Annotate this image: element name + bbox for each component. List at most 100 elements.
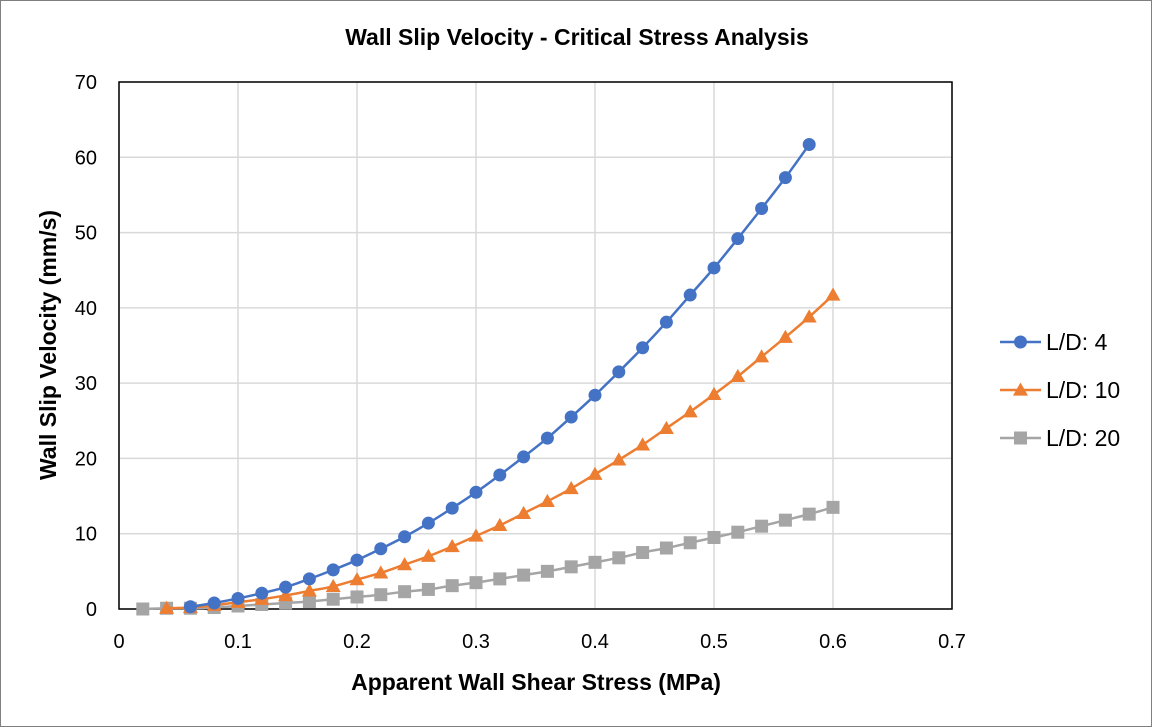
data-point bbox=[563, 481, 579, 495]
data-point bbox=[683, 288, 697, 302]
legend-marker bbox=[1014, 431, 1027, 445]
data-point bbox=[255, 586, 269, 600]
y-tick-label: 40 bbox=[75, 298, 97, 320]
data-point bbox=[612, 551, 626, 565]
legend-item-2: L/D: 20 bbox=[1000, 425, 1120, 451]
data-point bbox=[801, 309, 817, 323]
data-point bbox=[540, 564, 554, 578]
x-tick-label: 0 bbox=[113, 631, 124, 653]
x-tick-label: 0.1 bbox=[224, 631, 252, 653]
data-point bbox=[444, 539, 460, 553]
data-point bbox=[374, 588, 388, 602]
data-point bbox=[706, 386, 722, 401]
data-point bbox=[755, 201, 769, 215]
data-point bbox=[492, 517, 508, 532]
data-point bbox=[659, 541, 673, 555]
y-tick-label: 10 bbox=[75, 524, 97, 546]
data-point bbox=[516, 505, 532, 520]
y-tick-label: 70 bbox=[75, 72, 97, 94]
data-point bbox=[539, 493, 555, 507]
data-point bbox=[326, 592, 340, 606]
data-point bbox=[350, 553, 364, 567]
data-point bbox=[517, 568, 531, 582]
data-point bbox=[493, 468, 507, 482]
legend-label: L/D: 4 bbox=[1046, 329, 1108, 355]
data-point bbox=[802, 137, 816, 151]
legend: L/D: 4 L/D: 10 L/D: 20 bbox=[1000, 329, 1120, 451]
data-point bbox=[302, 594, 316, 608]
legend-label: L/D: 10 bbox=[1046, 377, 1120, 403]
data-point bbox=[350, 590, 364, 604]
y-axis-ticks: 0 10 20 30 40 50 60 70 bbox=[75, 72, 97, 621]
data-point bbox=[468, 528, 484, 542]
data-point bbox=[658, 420, 674, 434]
data-point bbox=[301, 583, 317, 597]
data-point bbox=[302, 572, 316, 586]
x-axis-ticks: 0 0.1 0.2 0.3 0.4 0.5 0.6 0.7 bbox=[113, 631, 965, 653]
y-axis-title: Wall Slip Velocity (mm/s) bbox=[35, 210, 61, 480]
legend-item-1: L/D: 10 bbox=[1000, 377, 1120, 403]
data-point bbox=[778, 513, 792, 527]
data-point bbox=[588, 555, 602, 569]
grid-layer bbox=[118, 81, 953, 610]
data-point bbox=[420, 548, 436, 562]
y-tick-label: 60 bbox=[75, 147, 97, 169]
data-point bbox=[136, 602, 150, 616]
y-tick-label: 20 bbox=[75, 448, 97, 470]
data-point bbox=[398, 585, 412, 599]
x-tick-label: 0.5 bbox=[700, 631, 728, 653]
legend-marker bbox=[1013, 382, 1028, 396]
data-point bbox=[636, 546, 650, 560]
chart-title: Wall Slip Velocity - Critical Stress Ana… bbox=[345, 24, 809, 50]
data-point bbox=[564, 410, 578, 424]
data-point bbox=[231, 591, 245, 605]
data-point bbox=[611, 452, 627, 466]
data-point bbox=[517, 450, 531, 464]
data-point bbox=[730, 368, 746, 382]
data-point bbox=[374, 542, 388, 556]
data-point bbox=[325, 578, 341, 593]
data-point bbox=[778, 171, 792, 185]
data-point bbox=[349, 572, 365, 586]
data-point bbox=[731, 525, 745, 539]
data-point bbox=[540, 431, 554, 445]
data-point bbox=[635, 437, 651, 451]
data-point bbox=[587, 466, 603, 480]
data-point bbox=[373, 565, 389, 579]
data-point bbox=[707, 261, 721, 275]
legend-item-0: L/D: 4 bbox=[1000, 329, 1108, 355]
x-tick-label: 0.7 bbox=[938, 631, 966, 653]
data-point bbox=[469, 485, 483, 499]
y-tick-label: 30 bbox=[75, 373, 97, 395]
x-tick-label: 0.2 bbox=[343, 631, 371, 653]
y-tick-label: 0 bbox=[86, 599, 97, 621]
data-point bbox=[397, 557, 413, 571]
data-point bbox=[826, 500, 840, 514]
data-point bbox=[279, 580, 293, 594]
data-point bbox=[445, 579, 459, 593]
data-point bbox=[421, 582, 435, 596]
series-line bbox=[142, 506, 834, 611]
data-point bbox=[777, 329, 793, 343]
data-point bbox=[207, 596, 221, 610]
y-tick-label: 50 bbox=[75, 223, 97, 245]
data-point bbox=[564, 560, 578, 574]
data-point bbox=[421, 516, 435, 530]
data-point bbox=[636, 341, 650, 355]
series-layer bbox=[136, 137, 841, 616]
data-point bbox=[754, 349, 770, 363]
x-tick-label: 0.3 bbox=[462, 631, 490, 653]
data-point bbox=[183, 600, 197, 614]
data-point bbox=[278, 587, 294, 602]
data-point bbox=[445, 501, 459, 515]
series-line bbox=[166, 294, 834, 610]
legend-label: L/D: 20 bbox=[1046, 425, 1120, 451]
series-1 bbox=[159, 287, 841, 614]
data-point bbox=[493, 572, 507, 586]
x-axis-title: Apparent Wall Shear Stress (MPa) bbox=[351, 669, 721, 695]
legend-marker bbox=[1014, 335, 1027, 349]
data-point bbox=[683, 536, 697, 550]
x-tick-label: 0.6 bbox=[819, 631, 847, 653]
